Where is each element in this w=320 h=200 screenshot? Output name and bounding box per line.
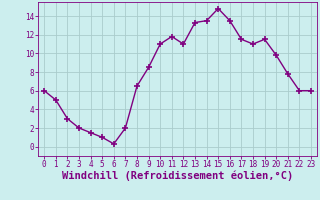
X-axis label: Windchill (Refroidissement éolien,°C): Windchill (Refroidissement éolien,°C) [62,171,293,181]
